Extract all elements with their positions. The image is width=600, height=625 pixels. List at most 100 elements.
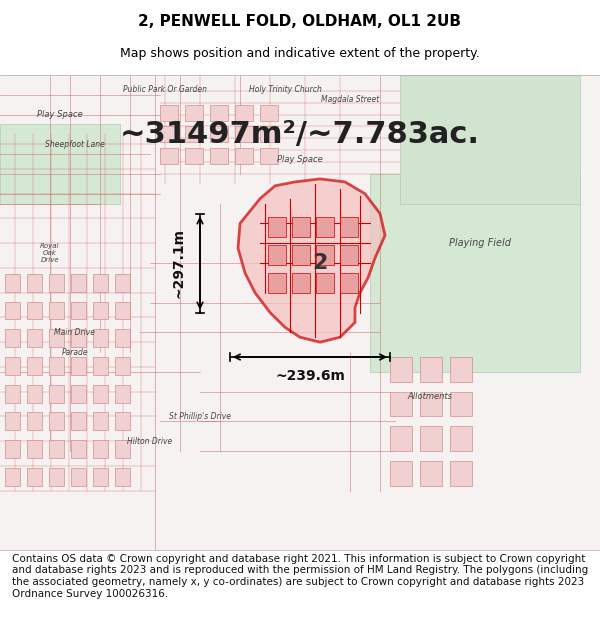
Bar — [27, 440, 42, 458]
Bar — [316, 273, 334, 292]
Bar — [450, 426, 472, 451]
Bar — [292, 245, 310, 265]
Bar — [115, 468, 130, 486]
Bar — [340, 273, 358, 292]
Bar — [185, 148, 203, 164]
Bar — [450, 392, 472, 416]
Bar — [235, 126, 253, 142]
Polygon shape — [400, 75, 580, 204]
Bar — [71, 357, 86, 375]
Bar — [268, 273, 286, 292]
Bar — [160, 148, 178, 164]
Bar — [93, 329, 108, 347]
Bar — [5, 468, 20, 486]
Bar — [5, 274, 20, 292]
Bar — [71, 274, 86, 292]
Bar — [115, 412, 130, 430]
Bar — [115, 274, 130, 292]
Text: Main Drive: Main Drive — [55, 328, 95, 337]
Bar — [260, 126, 278, 142]
Bar — [5, 357, 20, 375]
Bar — [268, 245, 286, 265]
Bar — [450, 357, 472, 382]
Bar — [49, 412, 64, 430]
Bar — [49, 385, 64, 402]
Text: Contains OS data © Crown copyright and database right 2021. This information is : Contains OS data © Crown copyright and d… — [12, 554, 588, 599]
Bar — [420, 357, 442, 382]
Text: Allotments: Allotments — [407, 392, 452, 401]
Bar — [340, 245, 358, 265]
Bar — [115, 357, 130, 375]
Bar — [340, 217, 358, 238]
Bar — [27, 329, 42, 347]
Bar — [93, 302, 108, 319]
Bar — [71, 385, 86, 402]
Bar — [185, 104, 203, 121]
Bar — [185, 126, 203, 142]
Bar — [115, 385, 130, 402]
Bar — [93, 468, 108, 486]
Bar — [115, 302, 130, 319]
Text: Hilton Drive: Hilton Drive — [127, 437, 173, 446]
Bar — [49, 274, 64, 292]
Bar — [71, 329, 86, 347]
Bar — [71, 302, 86, 319]
Text: Play Space: Play Space — [37, 110, 83, 119]
Bar — [5, 329, 20, 347]
Bar — [390, 357, 412, 382]
Bar — [210, 104, 228, 121]
Bar — [27, 357, 42, 375]
Bar — [115, 329, 130, 347]
Bar — [27, 468, 42, 486]
Bar — [390, 461, 412, 486]
Text: Sheepfoot Lane: Sheepfoot Lane — [45, 140, 105, 149]
Bar — [160, 126, 178, 142]
Bar — [93, 385, 108, 402]
Bar — [71, 468, 86, 486]
Bar — [316, 245, 334, 265]
Bar — [420, 426, 442, 451]
Bar — [49, 357, 64, 375]
Bar — [27, 412, 42, 430]
Text: ~239.6m: ~239.6m — [275, 369, 345, 383]
Text: Magdala Street: Magdala Street — [321, 95, 379, 104]
Bar — [420, 461, 442, 486]
Text: 2: 2 — [313, 253, 328, 273]
Bar — [93, 440, 108, 458]
Bar — [71, 440, 86, 458]
Text: Map shows position and indicative extent of the property.: Map shows position and indicative extent… — [120, 48, 480, 61]
Bar — [210, 148, 228, 164]
Bar — [210, 126, 228, 142]
Text: Holy Trinity Church: Holy Trinity Church — [248, 86, 322, 94]
Bar — [160, 104, 178, 121]
Text: Playing Field: Playing Field — [449, 238, 511, 248]
Bar — [49, 329, 64, 347]
Text: St Phillip's Drive: St Phillip's Drive — [169, 412, 231, 421]
Bar — [5, 412, 20, 430]
Bar — [27, 274, 42, 292]
Bar — [260, 148, 278, 164]
Bar — [316, 217, 334, 238]
Bar — [390, 426, 412, 451]
Polygon shape — [0, 124, 120, 204]
Bar — [115, 440, 130, 458]
Text: Royal
Oak
Drive: Royal Oak Drive — [40, 243, 60, 263]
Bar — [27, 302, 42, 319]
Polygon shape — [238, 179, 385, 342]
Text: Play Space: Play Space — [277, 154, 323, 164]
Bar — [390, 392, 412, 416]
Bar — [49, 440, 64, 458]
Bar — [93, 274, 108, 292]
Text: ~297.1m: ~297.1m — [171, 228, 185, 298]
Bar — [27, 385, 42, 402]
Bar — [5, 385, 20, 402]
Bar — [49, 302, 64, 319]
Bar — [420, 392, 442, 416]
Text: Parade: Parade — [62, 348, 88, 357]
Bar — [292, 273, 310, 292]
Bar — [5, 440, 20, 458]
Bar — [235, 148, 253, 164]
Bar — [71, 412, 86, 430]
Text: ~31497m²/~7.783ac.: ~31497m²/~7.783ac. — [120, 120, 480, 149]
Bar — [450, 461, 472, 486]
